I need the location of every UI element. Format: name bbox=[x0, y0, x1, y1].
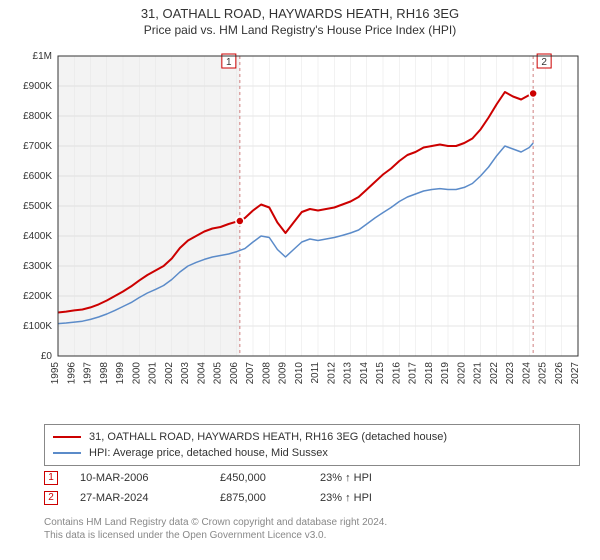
svg-text:2022: 2022 bbox=[489, 362, 500, 385]
svg-text:2025: 2025 bbox=[538, 362, 549, 385]
footer-line: This data is licensed under the Open Gov… bbox=[44, 529, 387, 542]
transaction-marker-icon: 1 bbox=[44, 471, 58, 485]
svg-text:2000: 2000 bbox=[131, 362, 142, 385]
svg-text:2026: 2026 bbox=[554, 362, 565, 385]
legend-swatch-series2 bbox=[53, 452, 81, 454]
svg-text:£900K: £900K bbox=[23, 81, 52, 92]
svg-text:2016: 2016 bbox=[391, 362, 402, 385]
chart-title: 31, OATHALL ROAD, HAYWARDS HEATH, RH16 3… bbox=[0, 0, 600, 37]
svg-text:2001: 2001 bbox=[148, 362, 159, 385]
svg-text:2003: 2003 bbox=[180, 362, 191, 385]
svg-text:2: 2 bbox=[541, 57, 547, 68]
svg-text:£500K: £500K bbox=[23, 201, 52, 212]
transactions-table: 1 10-MAR-2006 £450,000 23% ↑ HPI 2 27-MA… bbox=[44, 468, 564, 508]
svg-text:2002: 2002 bbox=[164, 362, 175, 385]
legend-swatch-series1 bbox=[53, 436, 81, 438]
legend-row: 31, OATHALL ROAD, HAYWARDS HEATH, RH16 3… bbox=[53, 429, 571, 445]
svg-text:1998: 1998 bbox=[99, 362, 110, 385]
svg-text:1995: 1995 bbox=[50, 362, 61, 385]
transaction-date: 27-MAR-2024 bbox=[68, 492, 220, 504]
transaction-hpi: 23% ↑ HPI bbox=[320, 492, 440, 504]
svg-text:2004: 2004 bbox=[196, 362, 207, 385]
svg-text:2006: 2006 bbox=[229, 362, 240, 385]
svg-text:2009: 2009 bbox=[278, 362, 289, 385]
transaction-date: 10-MAR-2006 bbox=[68, 472, 220, 484]
svg-text:2008: 2008 bbox=[261, 362, 272, 385]
svg-text:2020: 2020 bbox=[456, 362, 467, 385]
legend-label: HPI: Average price, detached house, Mid … bbox=[89, 447, 328, 459]
svg-text:£700K: £700K bbox=[23, 141, 52, 152]
legend: 31, OATHALL ROAD, HAYWARDS HEATH, RH16 3… bbox=[44, 424, 580, 466]
table-row: 2 27-MAR-2024 £875,000 23% ↑ HPI bbox=[44, 488, 564, 508]
title-subtitle: Price paid vs. HM Land Registry's House … bbox=[0, 23, 600, 37]
svg-text:£600K: £600K bbox=[23, 171, 52, 182]
svg-text:2010: 2010 bbox=[294, 362, 305, 385]
svg-text:£300K: £300K bbox=[23, 261, 52, 272]
svg-text:2015: 2015 bbox=[375, 362, 386, 385]
svg-text:1997: 1997 bbox=[83, 362, 94, 385]
chart-svg: £0 £100K £200K £300K £400K £500K £600K £700K £80… bbox=[10, 48, 590, 388]
table-row: 1 10-MAR-2006 £450,000 23% ↑ HPI bbox=[44, 468, 564, 488]
svg-text:2005: 2005 bbox=[213, 362, 224, 385]
footer-attribution: Contains HM Land Registry data © Crown c… bbox=[44, 516, 387, 542]
svg-text:2014: 2014 bbox=[359, 362, 370, 385]
svg-text:2012: 2012 bbox=[326, 362, 337, 385]
legend-row: HPI: Average price, detached house, Mid … bbox=[53, 445, 571, 461]
svg-text:2017: 2017 bbox=[408, 362, 419, 385]
transaction-price: £450,000 bbox=[220, 472, 320, 484]
svg-text:2018: 2018 bbox=[424, 362, 435, 385]
svg-text:2007: 2007 bbox=[245, 362, 256, 385]
svg-text:£100K: £100K bbox=[23, 321, 52, 332]
svg-text:£800K: £800K bbox=[23, 111, 52, 122]
svg-text:£1M: £1M bbox=[33, 51, 52, 62]
svg-text:2013: 2013 bbox=[343, 362, 354, 385]
svg-text:£200K: £200K bbox=[23, 291, 52, 302]
price-chart: £0 £100K £200K £300K £400K £500K £600K £700K £80… bbox=[10, 48, 590, 388]
svg-text:1999: 1999 bbox=[115, 362, 126, 385]
svg-text:2019: 2019 bbox=[440, 362, 451, 385]
transaction-hpi: 23% ↑ HPI bbox=[320, 472, 440, 484]
svg-text:2024: 2024 bbox=[521, 362, 532, 385]
title-address: 31, OATHALL ROAD, HAYWARDS HEATH, RH16 3… bbox=[0, 6, 600, 21]
svg-text:2021: 2021 bbox=[473, 362, 484, 385]
svg-text:2023: 2023 bbox=[505, 362, 516, 385]
transaction-price: £875,000 bbox=[220, 492, 320, 504]
transaction-marker-icon: 2 bbox=[44, 491, 58, 505]
footer-line: Contains HM Land Registry data © Crown c… bbox=[44, 516, 387, 529]
legend-label: 31, OATHALL ROAD, HAYWARDS HEATH, RH16 3… bbox=[89, 431, 447, 443]
svg-text:£0: £0 bbox=[41, 351, 53, 362]
svg-text:£400K: £400K bbox=[23, 231, 52, 242]
svg-text:1996: 1996 bbox=[66, 362, 77, 385]
svg-text:1: 1 bbox=[226, 57, 232, 68]
svg-text:2011: 2011 bbox=[310, 362, 321, 384]
svg-text:2027: 2027 bbox=[570, 362, 581, 385]
